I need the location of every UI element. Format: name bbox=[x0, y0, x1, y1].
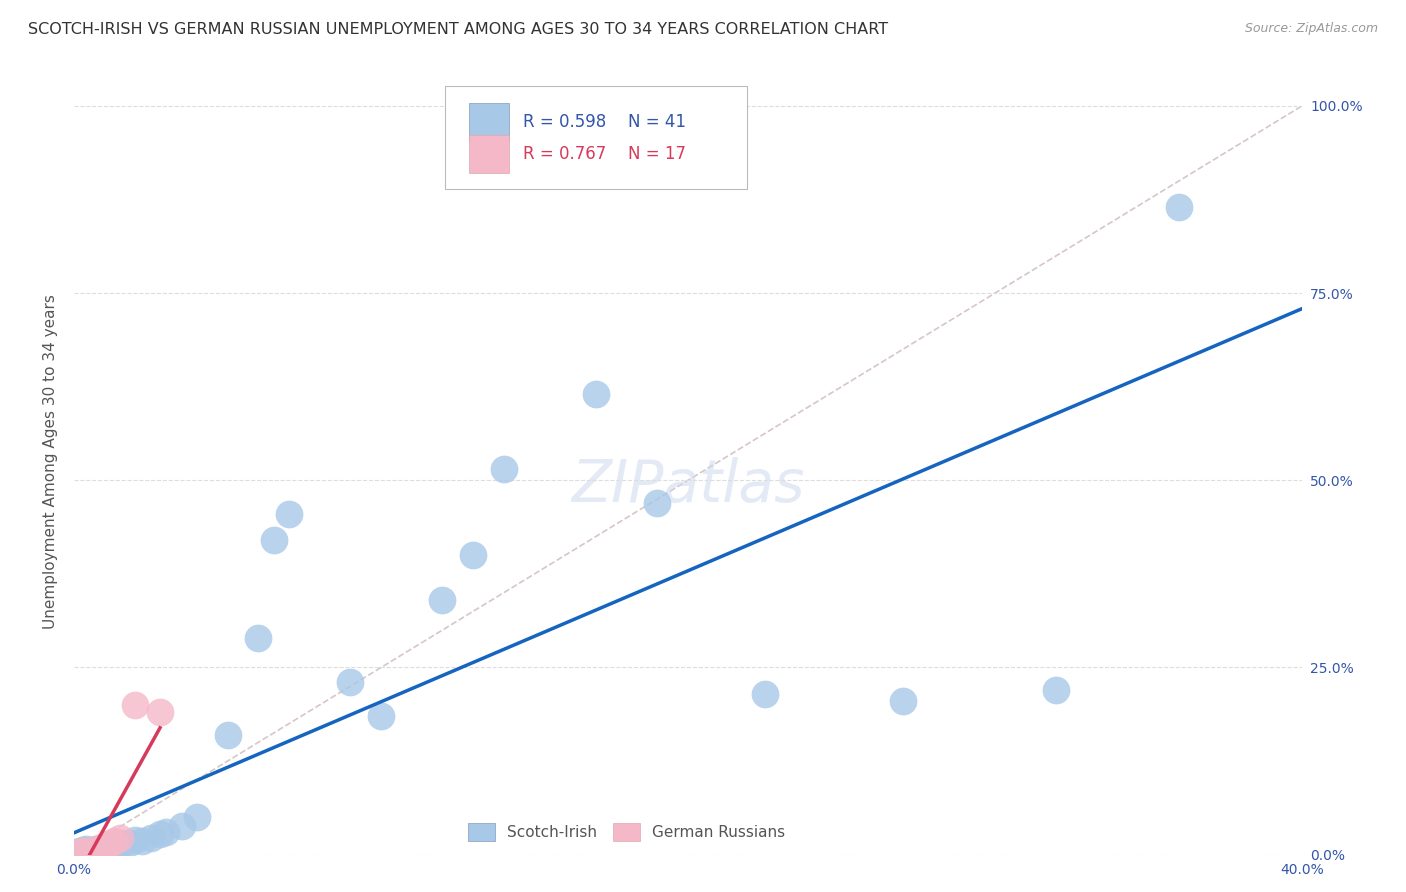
Scotch-Irish bbox=[1045, 682, 1067, 697]
German Russians bbox=[72, 844, 94, 858]
Scotch-Irish bbox=[75, 845, 97, 859]
German Russians bbox=[79, 844, 101, 858]
Scotch-Irish bbox=[647, 496, 669, 510]
German Russians bbox=[94, 838, 117, 853]
Scotch-Irish bbox=[103, 841, 125, 855]
Scotch-Irish bbox=[79, 844, 101, 858]
Scotch-Irish bbox=[124, 832, 146, 847]
Text: ZIPatlas: ZIPatlas bbox=[571, 457, 804, 514]
Scotch-Irish bbox=[263, 533, 285, 548]
Scotch-Irish bbox=[891, 694, 914, 708]
German Russians bbox=[82, 843, 104, 857]
German Russians bbox=[66, 846, 89, 860]
Scotch-Irish bbox=[139, 831, 162, 846]
German Russians bbox=[97, 837, 120, 851]
German Russians bbox=[149, 706, 172, 720]
Scotch-Irish bbox=[131, 834, 153, 848]
German Russians bbox=[108, 831, 131, 846]
Scotch-Irish bbox=[155, 825, 177, 839]
Scotch-Irish bbox=[108, 837, 131, 851]
Scotch-Irish bbox=[69, 845, 91, 859]
Scotch-Irish bbox=[90, 841, 112, 855]
Scotch-Irish bbox=[149, 827, 172, 841]
Scotch-Irish bbox=[370, 709, 392, 723]
Scotch-Irish bbox=[170, 819, 193, 833]
Text: SCOTCH-IRISH VS GERMAN RUSSIAN UNEMPLOYMENT AMONG AGES 30 TO 34 YEARS CORRELATIO: SCOTCH-IRISH VS GERMAN RUSSIAN UNEMPLOYM… bbox=[28, 22, 889, 37]
Scotch-Irish bbox=[97, 840, 120, 855]
German Russians bbox=[90, 840, 112, 855]
Scotch-Irish bbox=[66, 846, 89, 860]
Scotch-Irish bbox=[94, 841, 117, 855]
Scotch-Irish bbox=[492, 462, 515, 476]
Scotch-Irish bbox=[72, 843, 94, 857]
Scotch-Irish bbox=[754, 687, 776, 701]
German Russians bbox=[100, 836, 122, 850]
Scotch-Irish bbox=[432, 593, 454, 607]
Scotch-Irish bbox=[217, 728, 239, 742]
Scotch-Irish bbox=[84, 842, 107, 856]
Text: N = 41: N = 41 bbox=[628, 113, 686, 131]
Scotch-Irish bbox=[339, 675, 361, 690]
German Russians bbox=[103, 834, 125, 848]
German Russians bbox=[87, 841, 110, 855]
German Russians bbox=[69, 846, 91, 860]
Scotch-Irish bbox=[278, 507, 301, 521]
Scotch-Irish bbox=[118, 837, 141, 851]
Scotch-Irish bbox=[100, 838, 122, 853]
Scotch-Irish bbox=[1168, 200, 1191, 214]
Text: N = 17: N = 17 bbox=[628, 145, 686, 163]
German Russians bbox=[72, 846, 94, 860]
Text: R = 0.598: R = 0.598 bbox=[523, 113, 607, 131]
Text: R = 0.767: R = 0.767 bbox=[523, 145, 607, 163]
Scotch-Irish bbox=[247, 631, 270, 645]
Scotch-Irish bbox=[82, 843, 104, 857]
Scotch-Irish bbox=[463, 548, 485, 562]
German Russians bbox=[124, 698, 146, 712]
Text: Source: ZipAtlas.com: Source: ZipAtlas.com bbox=[1244, 22, 1378, 36]
Scotch-Irish bbox=[112, 836, 135, 850]
FancyBboxPatch shape bbox=[470, 103, 509, 141]
Scotch-Irish bbox=[69, 844, 91, 858]
Scotch-Irish bbox=[75, 842, 97, 856]
Y-axis label: Unemployment Among Ages 30 to 34 years: Unemployment Among Ages 30 to 34 years bbox=[44, 294, 58, 629]
German Russians bbox=[75, 845, 97, 859]
Legend: Scotch-Irish, German Russians: Scotch-Irish, German Russians bbox=[461, 817, 792, 847]
Scotch-Irish bbox=[186, 810, 208, 824]
German Russians bbox=[84, 842, 107, 856]
Scotch-Irish bbox=[585, 387, 607, 401]
Scotch-Irish bbox=[87, 843, 110, 857]
FancyBboxPatch shape bbox=[444, 86, 747, 189]
FancyBboxPatch shape bbox=[470, 136, 509, 173]
Scotch-Irish bbox=[72, 846, 94, 860]
